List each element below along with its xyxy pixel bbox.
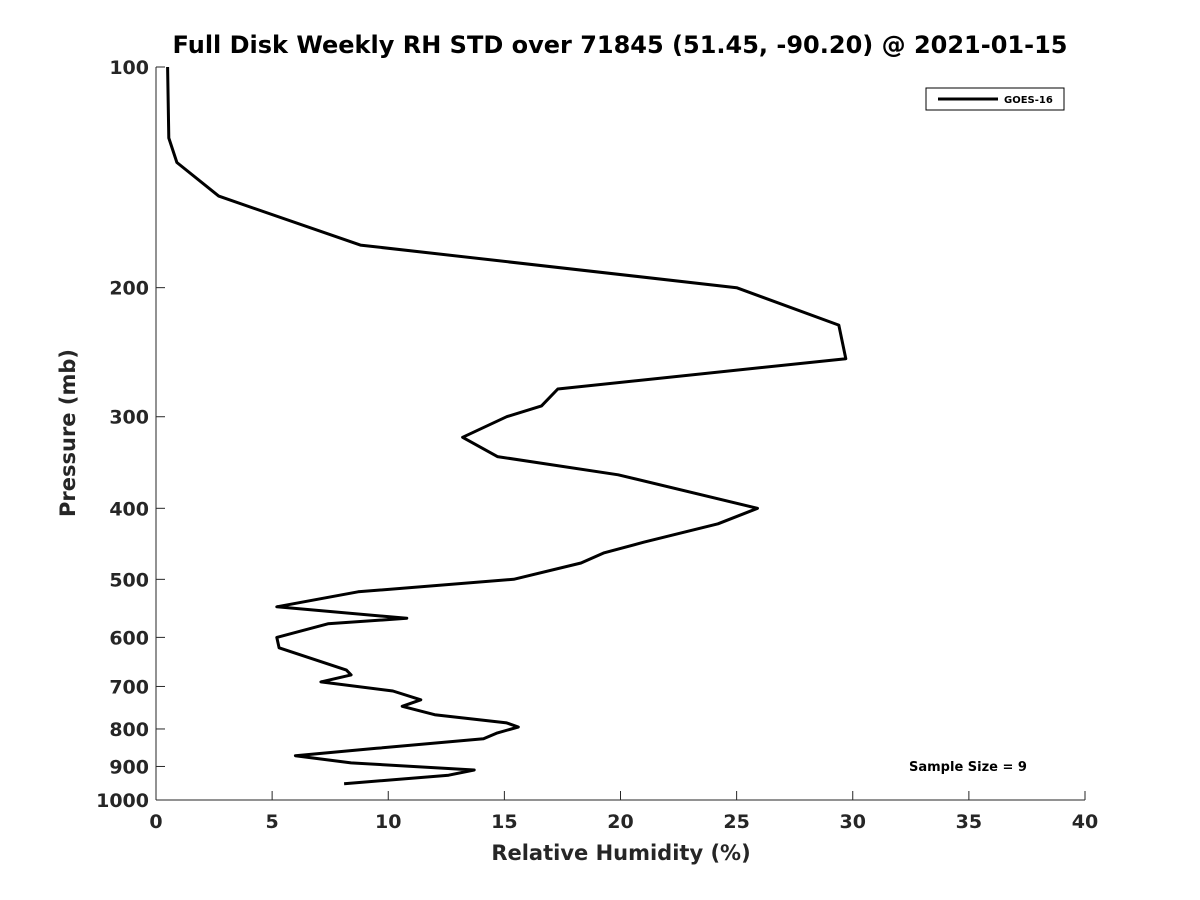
- chart-title: Full Disk Weekly RH STD over 71845 (51.4…: [173, 31, 1068, 59]
- y-tick-label: 900: [109, 756, 149, 778]
- x-tick-label: 35: [956, 811, 982, 833]
- x-tick-label: 0: [149, 811, 162, 833]
- plot-area: [166, 66, 848, 786]
- legend-label-goes-16: GOES-16: [1004, 95, 1053, 106]
- x-tick-label: 40: [1072, 811, 1098, 833]
- series-line-goes-16: [166, 66, 848, 786]
- x-tick-label: 5: [266, 811, 279, 833]
- y-tick-label: 300: [109, 407, 149, 429]
- y-tick-label: 400: [109, 498, 149, 520]
- x-tick-label: 20: [607, 811, 633, 833]
- sample-size-note: Sample Size = 9: [909, 760, 1027, 775]
- x-tick-label: 25: [723, 811, 749, 833]
- y-tick-label: 700: [109, 676, 149, 698]
- x-axis-label: Relative Humidity (%): [491, 841, 750, 865]
- y-tick-label: 500: [109, 569, 149, 591]
- y-tick-label: 800: [109, 719, 149, 741]
- axes: 0 5 10 15 20 25 30 35 40 100 200 300 400 500 600 700 800…: [96, 57, 1098, 833]
- y-tick-label: 200: [109, 278, 149, 300]
- x-tick-label: 30: [840, 811, 866, 833]
- y-axis-label: Pressure (mb): [56, 349, 80, 517]
- y-tick-label: 600: [109, 627, 149, 649]
- x-tick-label: 15: [491, 811, 517, 833]
- y-tick-label: 100: [109, 57, 149, 79]
- x-tick-label: 10: [375, 811, 401, 833]
- legend: GOES-16: [925, 87, 1065, 111]
- y-tick-label: 1000: [96, 790, 149, 812]
